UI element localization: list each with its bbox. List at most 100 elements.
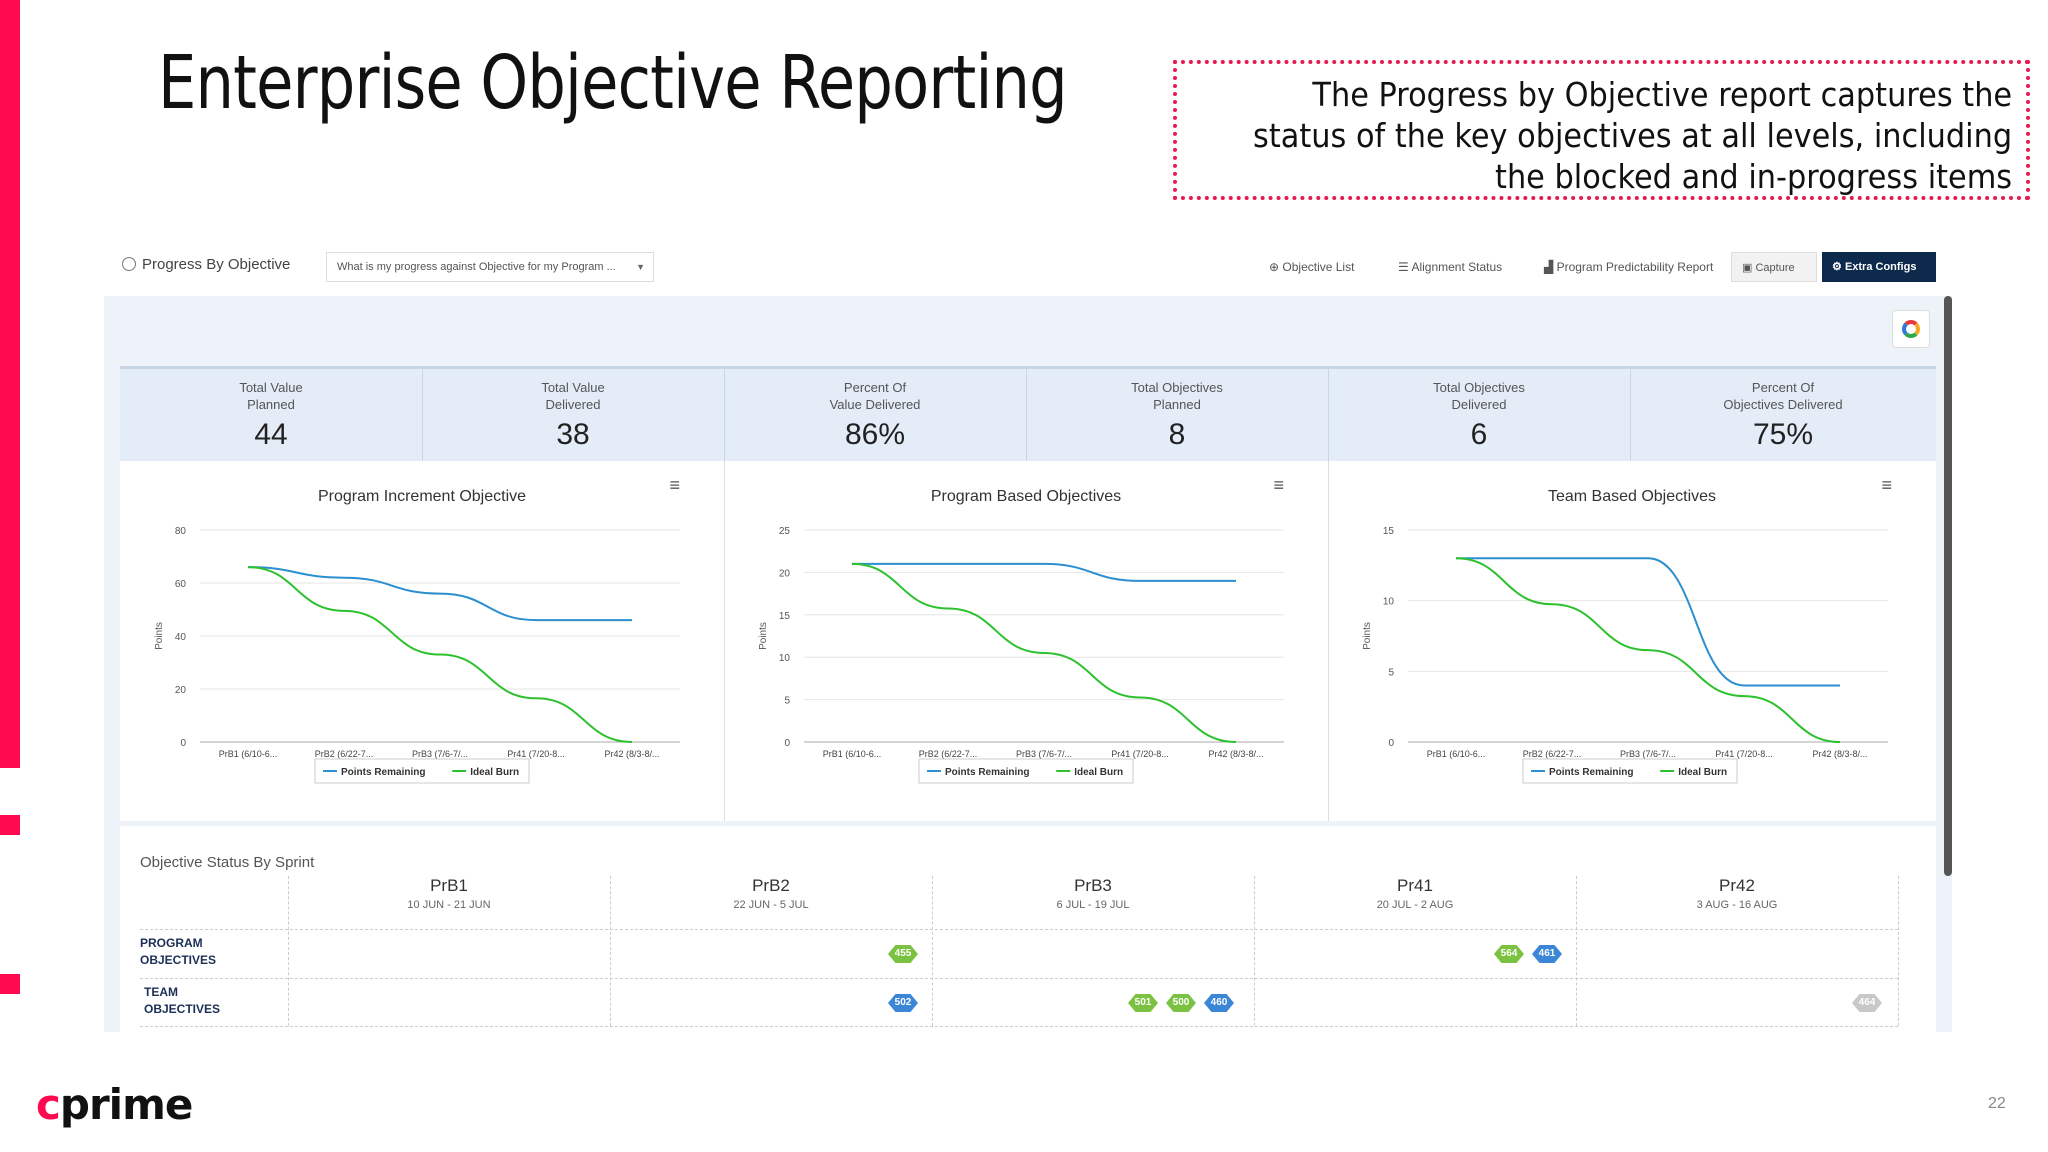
y-tick-label: 15	[779, 611, 791, 622]
alignment-status-link[interactable]: ☰ Alignment Status	[1398, 260, 1502, 274]
y-tick-label: 0	[1388, 738, 1394, 749]
report-title: Progress By Objective	[122, 256, 290, 273]
camera-icon: ▣	[1742, 262, 1753, 274]
grid-divider	[932, 876, 933, 1026]
legend-item[interactable]: Points Remaining	[945, 767, 1029, 778]
chart-title: Program Based Objectives	[930, 488, 1122, 505]
stat-label: Total Value Delivered	[422, 379, 724, 413]
stat-label-line: Delivered	[545, 397, 601, 412]
x-tick-label: Pr42 (8/3-8/...	[604, 749, 659, 759]
logo-accent: c	[36, 1080, 61, 1129]
stat-percent-value-delivered: Percent Of Value Delivered 86%	[724, 369, 1027, 461]
row-label-line: OBJECTIVES	[140, 953, 217, 967]
stat-total-value-delivered: Total Value Delivered 38	[422, 369, 725, 461]
legend-item[interactable]: Ideal Burn	[1678, 767, 1727, 778]
x-tick-label: PrB3 (7/6-7/...	[1620, 749, 1676, 759]
gear-icon: ⚙	[1832, 261, 1842, 273]
sprint-column-header: Pr42 3 AUG - 16 AUG	[1576, 876, 1898, 911]
chart-legend	[918, 758, 1134, 784]
stat-value: 8	[1168, 418, 1186, 451]
series-line	[1456, 557, 1840, 687]
callout-line: the blocked and in-progress items	[1494, 157, 2012, 196]
stat-label: Total Value Planned	[120, 379, 422, 413]
series-line	[1455, 557, 1841, 743]
stat-label-line: Planned	[1153, 397, 1201, 412]
stat-total-value-planned: Total Value Planned 44	[120, 369, 423, 461]
capture-button[interactable]: ▣ Capture	[1731, 252, 1817, 282]
logo-text: prime	[59, 1080, 193, 1129]
objective-badge[interactable]: 464	[1852, 994, 1882, 1012]
target-icon	[122, 257, 136, 271]
stat-label-line: Value Delivered	[829, 397, 921, 412]
page-number: 22	[1988, 1095, 2006, 1112]
extra-configs-button[interactable]: ⚙ Extra Configs	[1822, 252, 1936, 282]
menu-icon[interactable]: ≡	[669, 475, 680, 495]
chart-legend	[1522, 758, 1738, 784]
chart-legend	[314, 758, 530, 784]
objective-badge[interactable]: 460	[1204, 994, 1234, 1012]
x-tick-label: Pr41 (7/20-8...	[507, 749, 565, 759]
line-chart: 0 20 40 60 80 Points PrB1 (6/10-6... PrB2 (6/22…	[154, 526, 680, 784]
stat-label: Total Objectives Delivered	[1328, 379, 1630, 413]
stat-label-line: Total Objectives	[1131, 380, 1223, 395]
objective-list-label: Objective List	[1282, 260, 1355, 274]
x-tick-label: PrB3 (7/6-7/...	[1016, 749, 1072, 759]
y-tick-label: 20	[175, 685, 187, 696]
alignment-status-label: Alignment Status	[1411, 260, 1503, 274]
charts-row: Program Increment Objective ≡ 0 20 40 60 80 P…	[120, 461, 1936, 821]
series-line	[247, 566, 633, 743]
grid-divider	[1254, 876, 1255, 1026]
objective-badge[interactable]: 500	[1166, 994, 1196, 1012]
toolbar: Progress By Objective What is my progres…	[104, 240, 1960, 295]
chart-title: Program Increment Objective	[317, 488, 527, 505]
report-app: Progress By Objective What is my progres…	[104, 240, 1960, 1032]
accent-bar-low	[0, 974, 20, 994]
capture-label: Capture	[1755, 262, 1795, 274]
legend-item[interactable]: Points Remaining	[1549, 767, 1633, 778]
predictability-report-link[interactable]: ▟ Program Predictability Report	[1544, 260, 1713, 274]
objective-badge[interactable]: 455	[888, 945, 918, 963]
legend-item[interactable]: Ideal Burn	[470, 767, 519, 778]
question-select-value: What is my progress against Objective fo…	[337, 261, 616, 273]
objective-badge[interactable]: 502	[888, 994, 918, 1012]
objective-badge[interactable]: 564	[1494, 945, 1524, 963]
x-tick-label: PrB1 (6/10-6...	[823, 749, 882, 759]
menu-icon[interactable]: ≡	[1881, 475, 1892, 495]
y-tick-label: 25	[779, 526, 791, 537]
accent-bar-mid	[0, 815, 20, 835]
x-tick-label: Pr42 (8/3-8/...	[1812, 749, 1867, 759]
chart-team-based: Team Based Objectives ≡ 0 5 10 15 Points PrB1…	[1328, 461, 1936, 821]
vertical-scrollbar[interactable]	[1944, 296, 1952, 876]
legend-item[interactable]: Points Remaining	[341, 767, 425, 778]
row-label-line: OBJECTIVES	[144, 1002, 221, 1016]
refresh-button[interactable]	[1892, 310, 1930, 348]
slide-title: Enterprise Objective Reporting	[158, 40, 1068, 126]
stat-label-line: Objectives Delivered	[1723, 397, 1843, 412]
stat-value: 6	[1470, 418, 1488, 451]
stat-value: 44	[254, 418, 288, 451]
x-tick-label: PrB2 (6/22-7...	[1523, 749, 1582, 759]
x-tick-label: Pr41 (7/20-8...	[1715, 749, 1773, 759]
chart-program-increment: Program Increment Objective ≡ 0 20 40 60 80 P…	[120, 461, 725, 821]
sprint-dates: 6 JUL - 19 JUL	[1056, 899, 1130, 911]
objective-badge[interactable]: 501	[1128, 994, 1158, 1012]
legend-item[interactable]: Ideal Burn	[1074, 767, 1123, 778]
objective-badge[interactable]: 461	[1532, 945, 1562, 963]
objective-list-link[interactable]: ⊕ Objective List	[1269, 260, 1354, 274]
line-chart: 0 5 10 15 20 25 Points PrB1 (6/10-6... PrB2 (6/2…	[758, 526, 1284, 784]
row-label-program-objectives: PROGRAM OBJECTIVES	[140, 935, 216, 969]
chart-icon: ▟	[1544, 260, 1554, 274]
stat-percent-objectives-delivered: Percent Of Objectives Delivered 75%	[1630, 369, 1936, 461]
callout-line: The Progress by Objective report capture…	[1312, 75, 2012, 114]
question-select[interactable]: What is my progress against Objective fo…	[326, 252, 654, 282]
sprint-column-header: Pr41 20 JUL - 2 AUG	[1254, 876, 1576, 911]
menu-icon[interactable]: ≡	[1273, 475, 1284, 495]
sprint-column-header: PrB3 6 JUL - 19 JUL	[932, 876, 1254, 911]
y-tick-label: 0	[180, 738, 186, 749]
y-axis-label: Points	[154, 622, 165, 650]
stat-total-objectives-delivered: Total Objectives Delivered 6	[1328, 369, 1631, 461]
stat-total-objectives-planned: Total Objectives Planned 8	[1026, 369, 1329, 461]
y-tick-label: 5	[1388, 667, 1394, 678]
x-tick-label: PrB2 (6/22-7...	[315, 749, 374, 759]
x-tick-label: Pr41 (7/20-8...	[1111, 749, 1169, 759]
